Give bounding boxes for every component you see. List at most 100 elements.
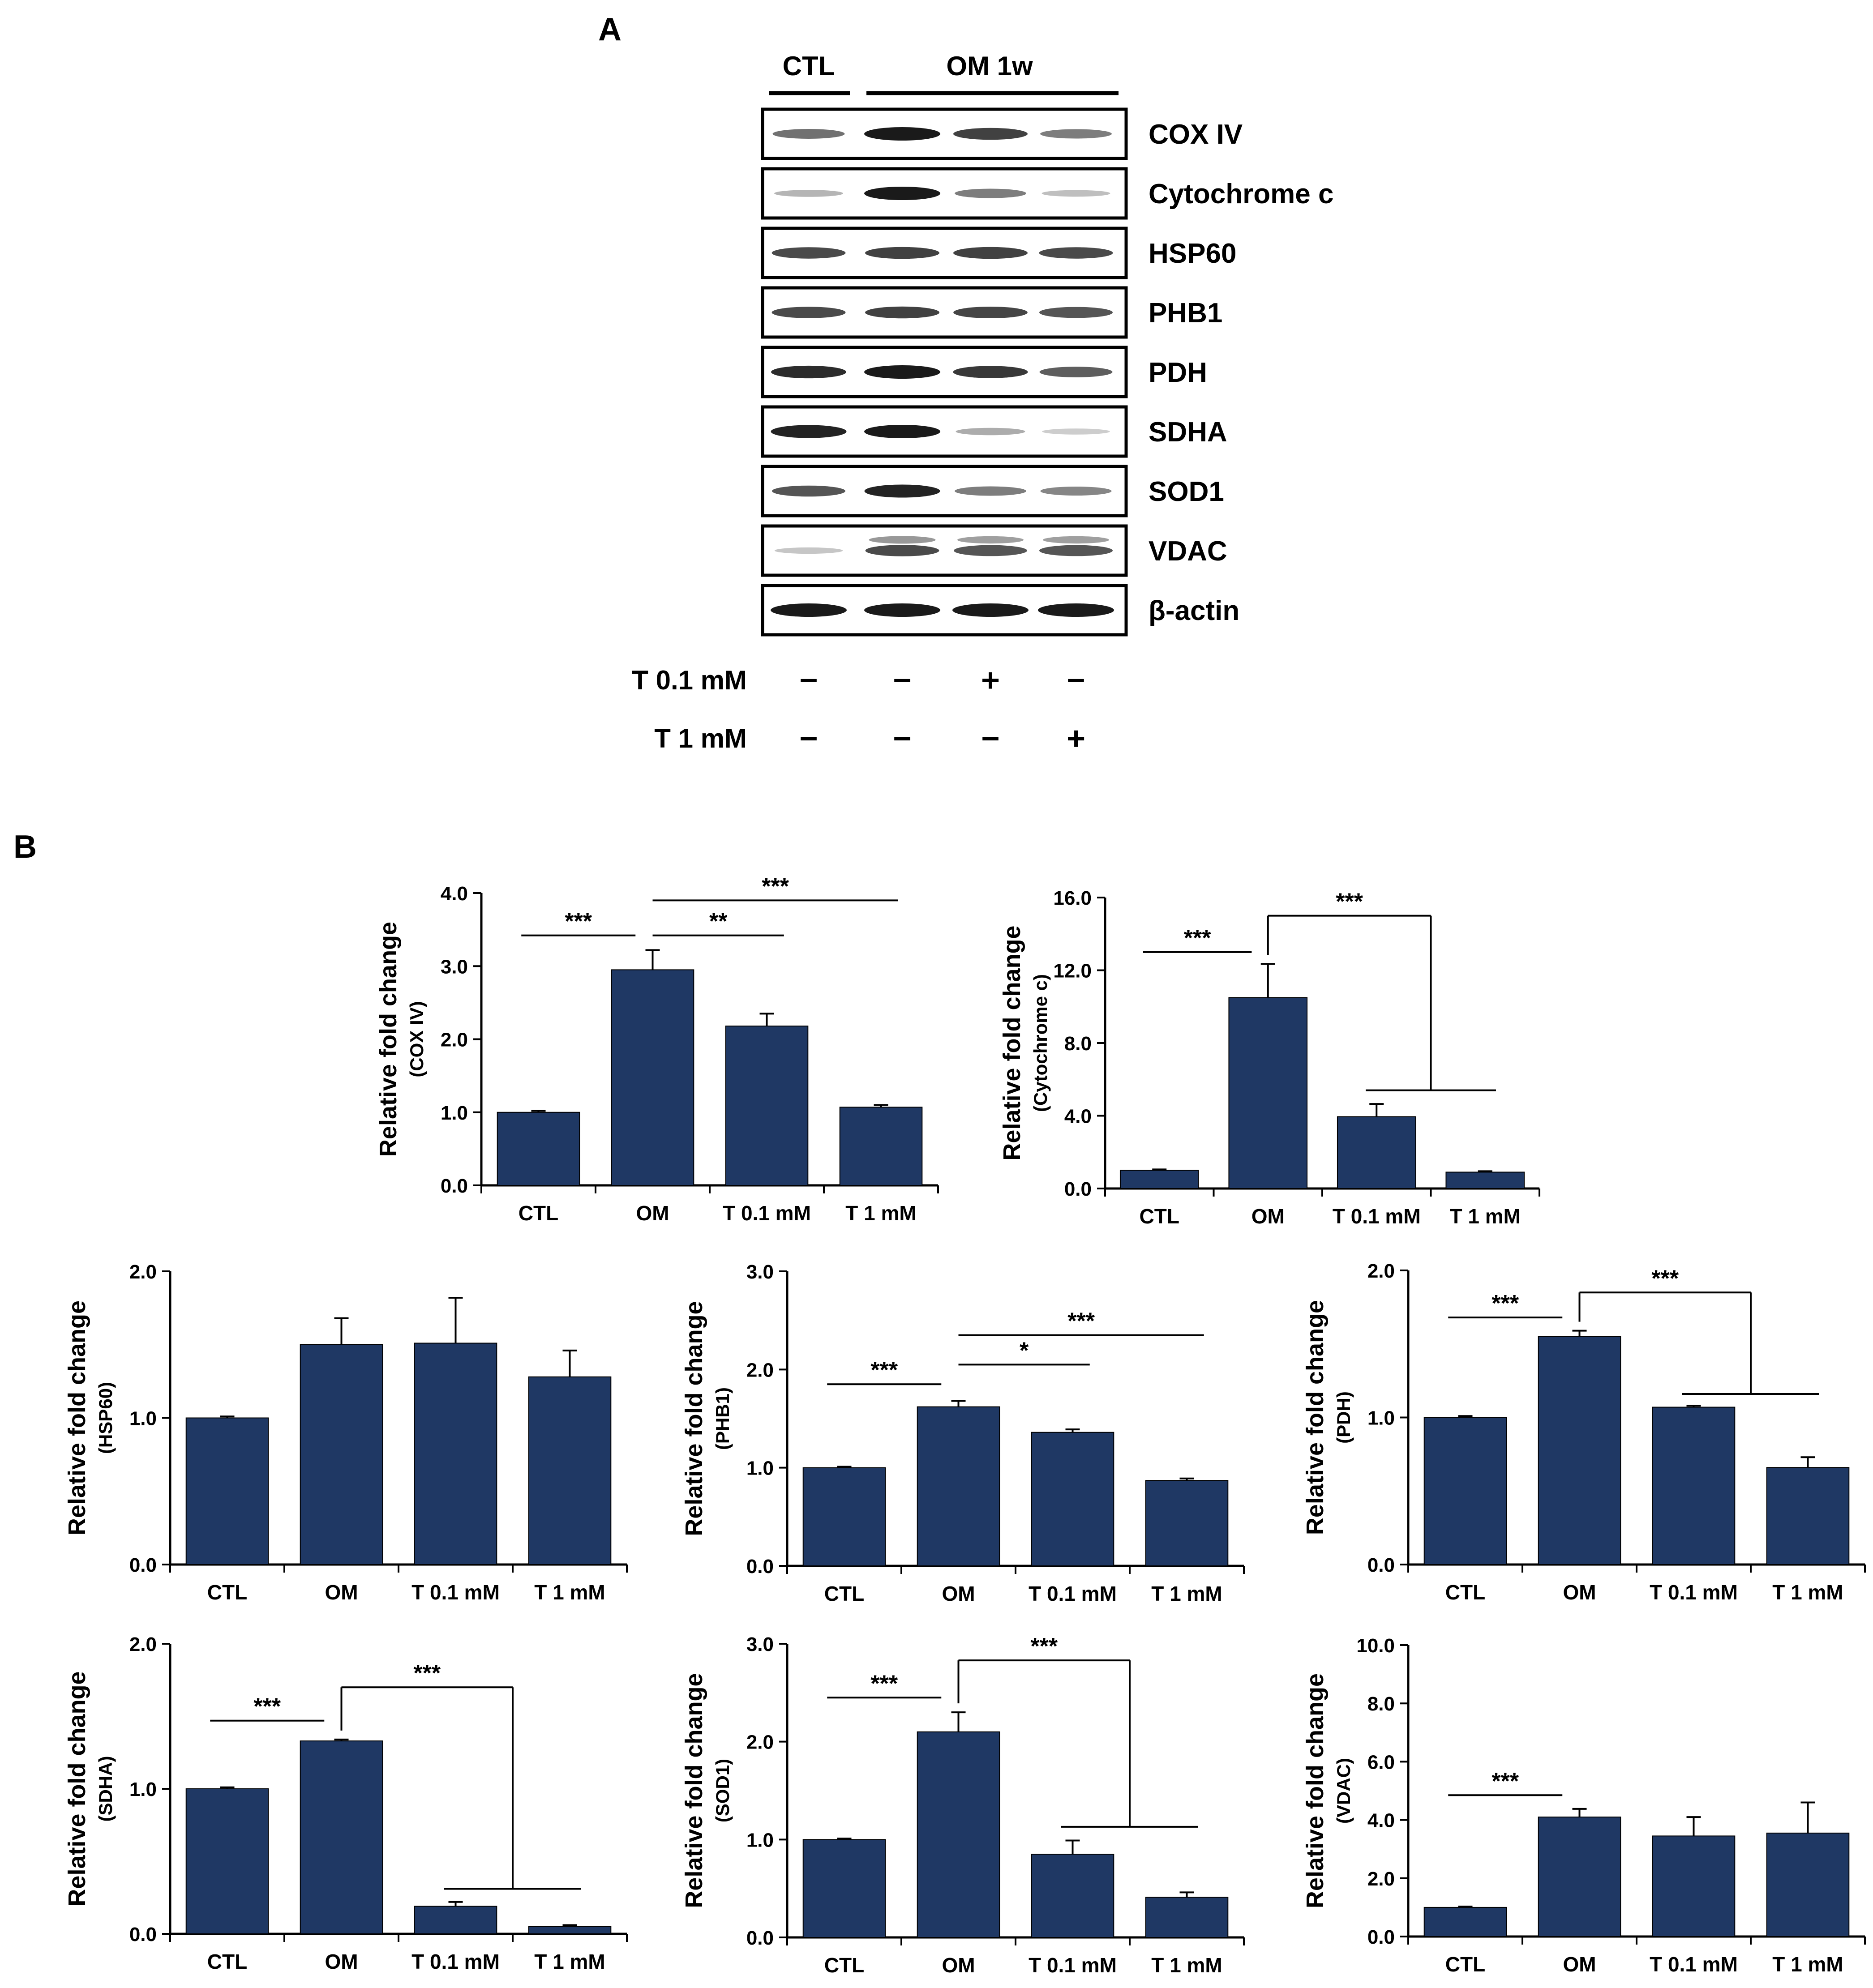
blot-band xyxy=(1039,545,1113,556)
bar-ctl xyxy=(185,1788,269,1934)
bar-ctl xyxy=(1423,1417,1507,1565)
y-tick-label: 2.0 xyxy=(129,1261,157,1283)
blot-band xyxy=(953,247,1028,259)
group-label-ctl: CTL xyxy=(783,51,835,81)
chart-hsp60: 0.0 1.0 2.0 CTL OM T 0.1 mM T 1 mM Relative fol… xyxy=(64,1261,628,1604)
bar-t-1-mm xyxy=(1145,1480,1229,1566)
y-tick-label: 1.0 xyxy=(129,1408,157,1430)
bar-t-1-mm xyxy=(1766,1467,1850,1565)
x-tick-label: T 1 mM xyxy=(1151,1582,1222,1605)
blot-band xyxy=(774,547,843,554)
blot-band xyxy=(771,365,846,379)
blot-band xyxy=(956,428,1025,436)
bar-om xyxy=(1538,1817,1621,1937)
x-tick-label: CTL xyxy=(519,1201,558,1225)
y-tick-label: 2.0 xyxy=(1367,1868,1395,1890)
bar-t-0-1-mm xyxy=(1652,1835,1736,1937)
y-axis-label: Relative fold change xyxy=(1302,1300,1329,1535)
blot-band xyxy=(1042,190,1110,197)
significance-label: *** xyxy=(1067,1308,1095,1334)
bar-t-1-mm xyxy=(528,1926,612,1934)
panel-a-western-blot: A CTL OM 1w COX IV Cytochrome c HSP60 PHB1 P… xyxy=(598,12,1333,757)
protein-label: HSP60 xyxy=(1149,238,1236,269)
panel-a-label: A xyxy=(598,12,621,47)
significance-label: *** xyxy=(870,1671,898,1697)
y-tick-label: 0.0 xyxy=(1367,1926,1395,1948)
y-tick-label: 4.0 xyxy=(1367,1810,1395,1832)
significance-label: *** xyxy=(1492,1291,1519,1317)
significance-marker: *** xyxy=(958,1308,1204,1336)
blot-band xyxy=(955,188,1026,198)
y-tick-label: 2.0 xyxy=(441,1029,468,1051)
y-tick-label: 2.0 xyxy=(746,1359,774,1381)
x-tick-label: CTL xyxy=(207,1950,247,1973)
chart-grid: 0.0 1.0 2.0 3.0 4.0 CTL OM T 0.1 mM T 1 mM Relati… xyxy=(64,873,1866,1977)
blot-band xyxy=(953,306,1028,319)
bar-t-0-1-mm xyxy=(1337,1116,1416,1189)
panel-b-label: B xyxy=(13,829,37,865)
y-tick-label: 10.0 xyxy=(1356,1635,1395,1657)
bar-om xyxy=(611,969,694,1186)
blot-strips: COX IV Cytochrome c HSP60 PHB1 PDH SDHA SOD1 VD… xyxy=(761,107,1333,637)
y-axis-label: Relative fold change xyxy=(64,1671,90,1906)
blot-band xyxy=(952,603,1029,617)
protein-label: PDH xyxy=(1149,357,1207,388)
significance-marker: *** xyxy=(1267,889,1496,1091)
significance-label: *** xyxy=(762,873,789,899)
x-tick-label: OM xyxy=(325,1581,358,1604)
chart-cytochrome-c: 0.0 4.0 8.0 12.0 16.0 CTL OM T 0.1 mM T 1 mM Rela… xyxy=(999,887,1540,1228)
treatment-label: T 0.1 mM xyxy=(632,665,747,695)
blot-band xyxy=(865,306,939,319)
significance-label: *** xyxy=(870,1357,898,1383)
bar-t-0-1-mm xyxy=(1031,1854,1114,1938)
x-tick-label: T 1 mM xyxy=(534,1950,605,1973)
bar-om xyxy=(917,1406,1000,1566)
blot-band xyxy=(864,187,940,200)
treatment-mark: + xyxy=(1067,721,1085,757)
blot-strip xyxy=(761,167,1128,220)
bar-t-0-1-mm xyxy=(414,1342,497,1565)
blot-band xyxy=(771,425,847,438)
blot-band xyxy=(865,545,939,556)
bar-t-0-1-mm xyxy=(725,1026,809,1186)
x-tick-label: CTL xyxy=(1445,1581,1485,1604)
y-tick-label: 2.0 xyxy=(746,1731,774,1753)
y-tick-label: 3.0 xyxy=(746,1261,774,1283)
treatment-mark: – xyxy=(800,661,818,697)
blot-band xyxy=(772,485,845,497)
blot-band xyxy=(954,545,1027,556)
bar-om xyxy=(300,1740,383,1935)
x-tick-label: T 0.1 mM xyxy=(1650,1581,1738,1604)
significance-label: *** xyxy=(413,1660,441,1686)
blot-band xyxy=(771,603,847,617)
treatment-label: T 1 mM xyxy=(654,723,747,753)
significance-marker: *** xyxy=(1143,925,1252,953)
blot-band xyxy=(771,307,846,318)
treatment-mark: – xyxy=(1067,661,1085,697)
x-tick-label: CTL xyxy=(1445,1953,1485,1976)
significance-marker: *** xyxy=(340,1660,581,1890)
y-axis-label: Relative fold change xyxy=(681,1301,707,1536)
x-tick-label: T 1 mM xyxy=(1450,1205,1521,1228)
treatment-mark: – xyxy=(982,719,999,755)
y-axis-label-protein: (PDH) xyxy=(1333,1391,1354,1444)
significance-label: *** xyxy=(253,1694,281,1720)
significance-marker: *** xyxy=(827,1357,942,1385)
blot-group-header: CTL OM 1w xyxy=(769,51,1119,95)
significance-marker: *** xyxy=(957,1633,1198,1828)
y-axis-label: Relative fold change xyxy=(1302,1673,1329,1908)
y-tick-label: 1.0 xyxy=(129,1779,157,1800)
x-tick-label: T 1 mM xyxy=(845,1201,916,1225)
y-tick-label: 1.0 xyxy=(1367,1407,1395,1429)
x-tick-label: T 0.1 mM xyxy=(1650,1953,1738,1976)
y-tick-label: 0.0 xyxy=(1064,1178,1092,1200)
significance-label: * xyxy=(1020,1338,1029,1364)
x-tick-label: OM xyxy=(636,1201,669,1225)
blot-band xyxy=(864,603,940,617)
blot-row-vdac: VDAC xyxy=(761,524,1227,577)
chart-vdac: 0.0 2.0 4.0 6.0 8.0 10.0 CTL OM T 0.1 mM T 1 mM Re… xyxy=(1302,1635,1866,1976)
chart-cox-iv: 0.0 1.0 2.0 3.0 4.0 CTL OM T 0.1 mM T 1 mM Relati… xyxy=(375,873,939,1225)
y-tick-label: 4.0 xyxy=(1064,1106,1092,1128)
bar-t-1-mm xyxy=(1145,1897,1229,1938)
